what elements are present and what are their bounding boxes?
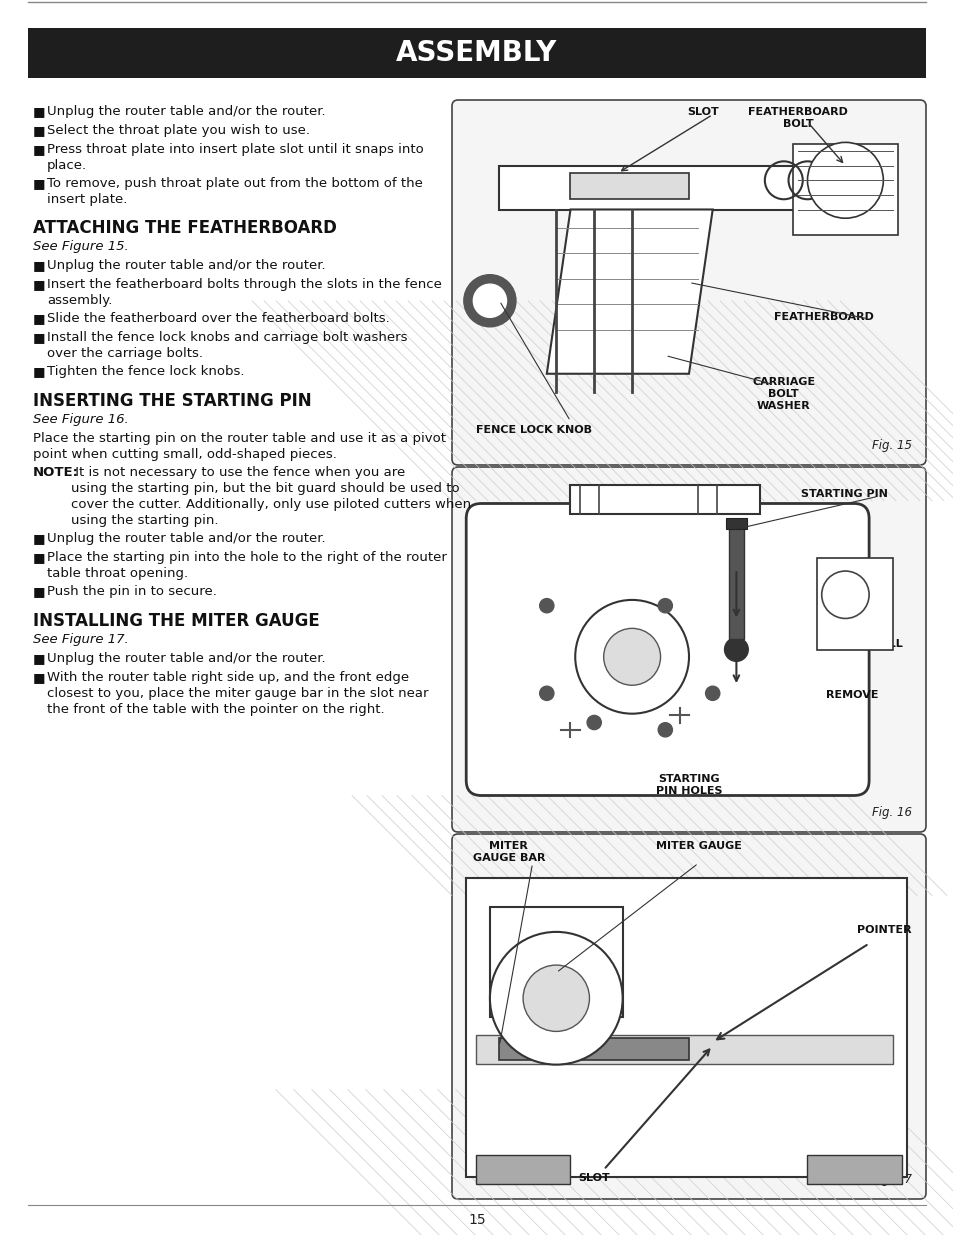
FancyBboxPatch shape xyxy=(466,504,868,795)
Text: 15: 15 xyxy=(468,1213,485,1228)
Text: See Figure 16.: See Figure 16. xyxy=(33,412,129,426)
Bar xyxy=(498,1039,688,1061)
Text: MITER GAUGE: MITER GAUGE xyxy=(655,841,740,851)
Text: POINTER: POINTER xyxy=(856,925,911,935)
Bar xyxy=(490,906,622,1016)
Text: STARTING PIN: STARTING PIN xyxy=(801,489,887,499)
Text: ■: ■ xyxy=(33,177,46,190)
Circle shape xyxy=(473,284,506,317)
Text: ATTACHING THE FEATHERBOARD: ATTACHING THE FEATHERBOARD xyxy=(33,219,336,237)
Circle shape xyxy=(575,600,688,714)
Text: Fig. 15: Fig. 15 xyxy=(871,440,911,452)
Text: Select the throat plate you wish to use.: Select the throat plate you wish to use. xyxy=(47,124,310,137)
Text: Insert the featherboard bolts through the slots in the fence
assembly.: Insert the featherboard bolts through th… xyxy=(47,278,441,308)
Text: To remove, push throat plate out from the bottom of the
insert plate.: To remove, push throat plate out from th… xyxy=(47,177,422,206)
Text: Push the pin in to secure.: Push the pin in to secure. xyxy=(47,585,216,598)
Text: INSERTING THE STARTING PIN: INSERTING THE STARTING PIN xyxy=(33,391,312,410)
Bar xyxy=(725,519,746,529)
Text: INSTALLING THE MITER GAUGE: INSTALLING THE MITER GAUGE xyxy=(33,613,319,630)
Circle shape xyxy=(463,274,516,327)
FancyBboxPatch shape xyxy=(452,834,925,1199)
Text: Place the starting pin on the router table and use it as a pivot
point when cutt: Place the starting pin on the router tab… xyxy=(33,432,446,461)
Circle shape xyxy=(539,599,554,613)
Circle shape xyxy=(603,629,659,685)
Text: Unplug the router table and/or the router.: Unplug the router table and/or the route… xyxy=(47,652,325,664)
Text: FEATHERBOARD: FEATHERBOARD xyxy=(773,311,873,321)
Text: Install the fence lock knobs and carriage bolt washers
over the carriage bolts.: Install the fence lock knobs and carriag… xyxy=(47,331,407,359)
Bar xyxy=(28,28,925,78)
FancyBboxPatch shape xyxy=(452,100,925,466)
Text: ■: ■ xyxy=(33,366,46,378)
Text: ■: ■ xyxy=(33,652,46,664)
Bar xyxy=(476,1155,570,1184)
Circle shape xyxy=(723,637,747,662)
Text: Tighten the fence lock knobs.: Tighten the fence lock knobs. xyxy=(47,366,244,378)
Text: NOTE:: NOTE: xyxy=(33,466,79,479)
Circle shape xyxy=(522,965,589,1031)
Circle shape xyxy=(705,687,720,700)
Polygon shape xyxy=(546,210,712,374)
Text: SLOT: SLOT xyxy=(686,107,719,117)
Text: ■: ■ xyxy=(33,143,46,156)
Text: ■: ■ xyxy=(33,312,46,325)
Text: ■: ■ xyxy=(33,585,46,598)
Text: CARRIAGE
BOLT
WASHER: CARRIAGE BOLT WASHER xyxy=(752,378,815,411)
Text: ■: ■ xyxy=(33,532,46,545)
Text: With the router table right side up, and the front edge
closest to you, place th: With the router table right side up, and… xyxy=(47,671,428,716)
Circle shape xyxy=(806,142,882,219)
Bar xyxy=(816,558,892,650)
Bar xyxy=(793,143,897,235)
FancyBboxPatch shape xyxy=(452,467,925,832)
Text: ■: ■ xyxy=(33,105,46,119)
Text: Fig. 17: Fig. 17 xyxy=(871,1173,911,1187)
Text: It is not necessary to use the fence when you are
using the starting pin, but th: It is not necessary to use the fence whe… xyxy=(71,466,471,527)
Circle shape xyxy=(658,599,672,613)
Bar xyxy=(498,165,854,210)
Bar xyxy=(806,1155,902,1184)
Text: INSTALL: INSTALL xyxy=(851,638,902,648)
Circle shape xyxy=(490,932,622,1065)
Bar xyxy=(728,521,742,638)
Text: See Figure 17.: See Figure 17. xyxy=(33,634,129,646)
Text: ■: ■ xyxy=(33,259,46,272)
Bar xyxy=(454,469,923,830)
Text: Press throat plate into insert plate slot until it snaps into
place.: Press throat plate into insert plate slo… xyxy=(47,143,423,172)
Bar xyxy=(454,103,923,463)
Text: Unplug the router table and/or the router.: Unplug the router table and/or the route… xyxy=(47,532,325,545)
Text: ■: ■ xyxy=(33,278,46,291)
Text: Unplug the router table and/or the router.: Unplug the router table and/or the route… xyxy=(47,259,325,272)
Bar xyxy=(476,1035,892,1063)
Text: ■: ■ xyxy=(33,124,46,137)
Bar xyxy=(466,878,906,1177)
Text: FEATHERBOARD
BOLT: FEATHERBOARD BOLT xyxy=(747,107,847,130)
Text: ASSEMBLY: ASSEMBLY xyxy=(395,40,558,67)
Text: Fig. 16: Fig. 16 xyxy=(871,806,911,820)
Text: SLOT: SLOT xyxy=(578,1173,609,1183)
Text: FENCE LOCK KNOB: FENCE LOCK KNOB xyxy=(476,425,591,435)
Circle shape xyxy=(658,722,672,737)
Circle shape xyxy=(539,687,554,700)
Bar xyxy=(454,836,923,1197)
Text: See Figure 15.: See Figure 15. xyxy=(33,240,129,253)
Text: Place the starting pin into the hole to the right of the router
table throat ope: Place the starting pin into the hole to … xyxy=(47,551,446,580)
Text: ■: ■ xyxy=(33,551,46,564)
Text: ■: ■ xyxy=(33,331,46,345)
Text: ■: ■ xyxy=(33,671,46,684)
Bar xyxy=(570,485,760,515)
Text: Slide the featherboard over the featherboard bolts.: Slide the featherboard over the featherb… xyxy=(47,312,390,325)
Text: REMOVE: REMOVE xyxy=(825,689,878,700)
Text: STARTING
PIN HOLES: STARTING PIN HOLES xyxy=(655,773,721,795)
Text: MITER
GAUGE BAR: MITER GAUGE BAR xyxy=(472,841,544,863)
Text: Unplug the router table and/or the router.: Unplug the router table and/or the route… xyxy=(47,105,325,119)
Circle shape xyxy=(586,715,600,730)
Bar xyxy=(570,173,688,199)
